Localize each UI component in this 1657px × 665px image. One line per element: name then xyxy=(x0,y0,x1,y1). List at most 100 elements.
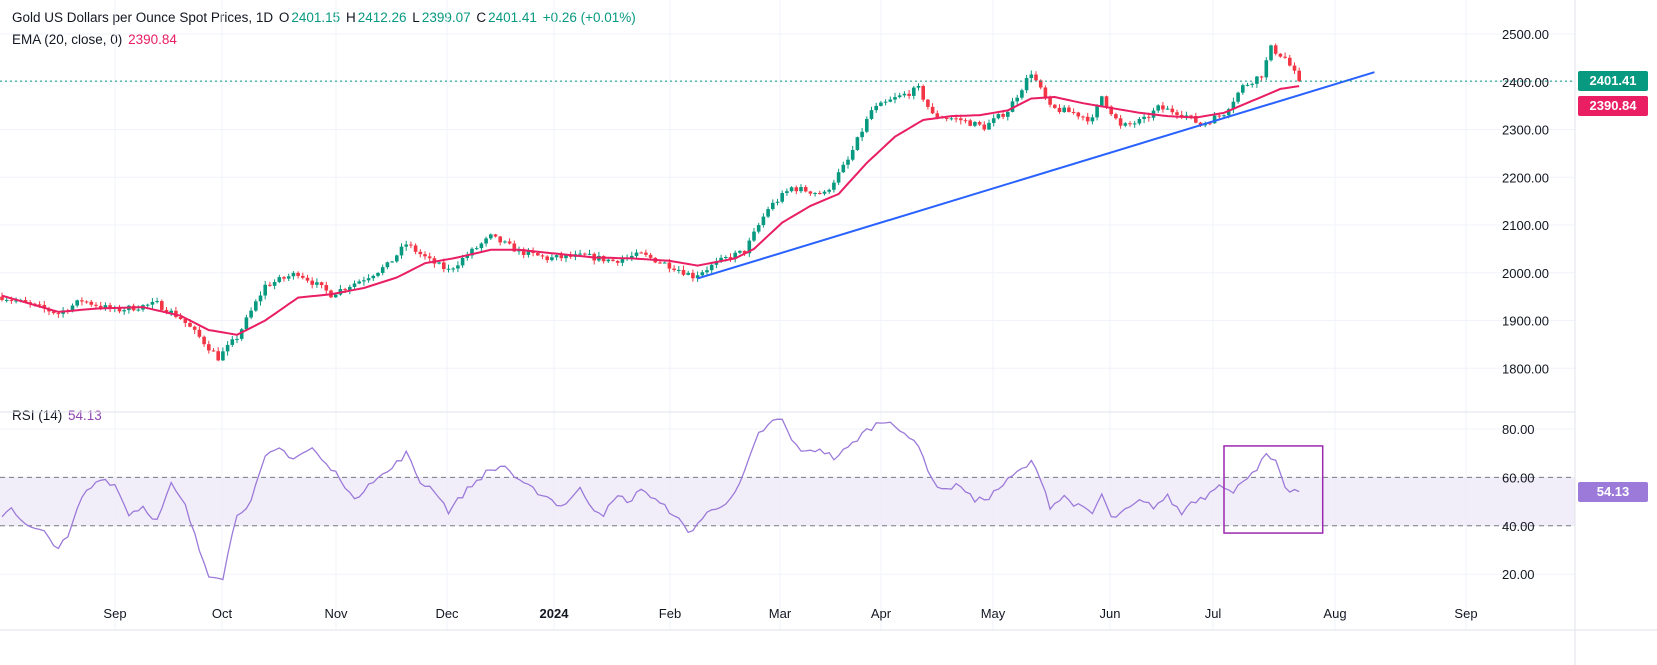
candle-body xyxy=(427,256,432,259)
grid xyxy=(0,0,1575,630)
candle-body xyxy=(9,299,14,301)
candle-body xyxy=(1118,118,1123,126)
candle-body xyxy=(117,307,122,312)
rsi-tick-label: 60.00 xyxy=(1502,470,1535,485)
candle-body xyxy=(1114,114,1118,119)
candle-body xyxy=(366,278,371,281)
low-label: L xyxy=(412,10,420,25)
candle-body xyxy=(1147,116,1151,118)
candle-body xyxy=(973,121,977,126)
candle-body xyxy=(799,187,803,192)
close-value: 2401.41 xyxy=(488,10,537,25)
candle-body xyxy=(456,265,460,269)
candle-body xyxy=(89,301,94,305)
candle-body xyxy=(155,301,159,303)
candle-body xyxy=(1273,45,1278,54)
price-axis[interactable]: 2500.00 2400.00 2300.00 2200.00 2100.00 2000.… xyxy=(1502,27,1549,376)
candle-body xyxy=(291,272,296,277)
candle-body xyxy=(239,329,244,339)
candle-body xyxy=(442,262,446,270)
price-tick-label: 1800.00 xyxy=(1502,361,1549,376)
candle-body xyxy=(484,238,488,244)
candle-body xyxy=(465,255,470,258)
candle-body xyxy=(1226,109,1231,116)
candle-body xyxy=(418,251,423,255)
candle-body xyxy=(648,254,653,258)
time-tick-label: Nov xyxy=(324,606,348,621)
candle-body xyxy=(860,131,864,138)
candle-body xyxy=(1029,74,1034,79)
candle-body xyxy=(634,252,639,256)
candle-body xyxy=(709,264,714,271)
candle-body xyxy=(1128,123,1132,125)
trendline[interactable] xyxy=(697,71,1375,280)
candle-body xyxy=(841,164,846,173)
candle-body xyxy=(747,240,752,254)
candle-body xyxy=(164,309,169,313)
candle-body xyxy=(230,339,235,345)
candle-body xyxy=(202,336,206,345)
candle-body xyxy=(742,250,747,254)
time-axis[interactable]: Sep Oct Nov Dec 2024 Feb Mar Apr May Jun Jul Aug Sep xyxy=(103,606,1477,621)
time-tick-label: Dec xyxy=(435,606,459,621)
candle-body xyxy=(695,275,700,279)
candle-body xyxy=(1043,87,1048,98)
candle-body xyxy=(587,253,592,255)
candle-body xyxy=(94,304,98,306)
candle-body xyxy=(385,262,390,268)
candle-body xyxy=(169,310,173,313)
time-tick-label: Sep xyxy=(103,606,126,621)
candle-body xyxy=(954,118,958,120)
price-tick-label: 2000.00 xyxy=(1502,266,1549,281)
candle-body xyxy=(0,296,4,300)
candle-body xyxy=(1104,96,1109,107)
candle-body xyxy=(724,257,728,259)
candle-body xyxy=(333,294,338,298)
rsi-badge: 54.13 xyxy=(1578,481,1648,502)
candle-body xyxy=(916,85,921,88)
candle-body xyxy=(437,262,441,264)
time-tick-label: Jun xyxy=(1100,606,1121,621)
candle-body xyxy=(470,248,474,256)
candle-body xyxy=(733,252,737,259)
candle-body xyxy=(1283,56,1287,58)
candle-body xyxy=(1001,114,1005,117)
candle-body xyxy=(1179,114,1184,117)
candle-body xyxy=(808,191,813,194)
candle-body xyxy=(1156,105,1160,111)
rsi-axis[interactable]: 80.00 60.00 40.00 20.00 xyxy=(1502,422,1535,582)
candle-body xyxy=(869,110,874,119)
time-tick-label: Mar xyxy=(769,606,792,621)
candle-body xyxy=(644,252,648,255)
candle-body xyxy=(310,280,314,285)
price-tick-label: 2100.00 xyxy=(1502,218,1549,233)
candle-body xyxy=(1255,76,1259,84)
candle-body xyxy=(719,257,723,262)
candle-body xyxy=(1048,97,1052,105)
candle-body xyxy=(249,310,253,318)
rsi-highlight-box[interactable] xyxy=(1223,445,1324,534)
candle-body xyxy=(545,256,549,261)
candle-body xyxy=(615,260,620,263)
last-price-badge: 2401.41 xyxy=(1578,71,1648,92)
candle-body xyxy=(977,121,982,125)
candle-body xyxy=(1006,111,1010,117)
candle-body xyxy=(235,338,239,340)
candle-body xyxy=(1123,123,1128,126)
candle-body xyxy=(315,282,319,285)
candle-body xyxy=(503,241,507,243)
candle-body xyxy=(944,117,949,119)
candle-body xyxy=(1109,106,1113,115)
candle-body xyxy=(836,172,841,183)
candle-body xyxy=(902,93,907,96)
candle-body xyxy=(395,255,399,262)
candle-body xyxy=(98,305,103,308)
candle-body xyxy=(343,289,347,291)
price-legend: Gold US Dollars per Ounce Spot Prices, 1… xyxy=(12,10,638,25)
candle-body xyxy=(409,244,413,246)
candle-body xyxy=(498,236,502,243)
candle-body xyxy=(1212,115,1217,124)
candle-body xyxy=(700,272,705,276)
candle-body xyxy=(14,300,18,302)
